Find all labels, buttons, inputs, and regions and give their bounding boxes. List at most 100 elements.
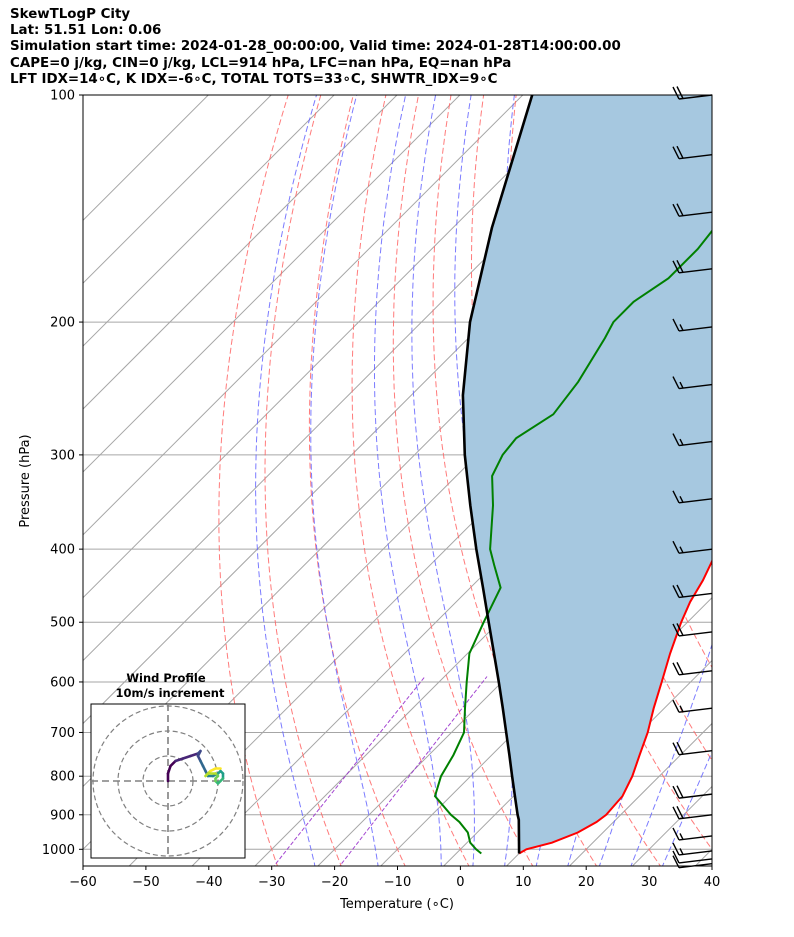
moist-adiabat-line xyxy=(411,95,475,866)
x-tick-label: 20 xyxy=(578,875,595,890)
wind-barb-half xyxy=(679,381,684,389)
x-tick-label: −20 xyxy=(321,875,348,890)
wind-barb-staff xyxy=(678,670,713,676)
wind-barb-half xyxy=(679,705,684,712)
location-line: Lat: 51.51 Lon: 0.06 xyxy=(10,23,162,39)
chart-header: SkewTLogP City Lat: 51.51 Lon: 0.06 Simu… xyxy=(10,7,621,88)
x-axis-label: Temperature (∘C) xyxy=(339,897,454,912)
y-tick-label: 500 xyxy=(50,616,75,631)
x-tick-label: −10 xyxy=(384,875,411,890)
isotherm-line xyxy=(83,95,461,473)
dry-adiabat-line xyxy=(308,95,406,866)
wind-barb xyxy=(672,145,713,160)
wind-barb-flag xyxy=(676,203,684,216)
wind-barb xyxy=(672,490,713,504)
wind-barb-flag xyxy=(676,741,684,755)
wind-barb-staff xyxy=(678,814,713,820)
dry-adiabat-line xyxy=(264,95,342,866)
indices-line: LFT IDX=14∘C, K IDX=-6∘C, TOTAL TOTS=33∘… xyxy=(10,71,498,87)
y-tick-label: 900 xyxy=(50,808,75,823)
dry-adiabat-line xyxy=(744,95,794,868)
x-tick-label: 10 xyxy=(515,875,532,890)
wind-barb xyxy=(672,203,713,217)
wind-barb-flag xyxy=(672,86,680,100)
isotherm-line xyxy=(83,95,272,284)
x-tick-label: −60 xyxy=(69,875,96,890)
wind-barb xyxy=(672,850,713,864)
mixing-ratio-line xyxy=(339,676,488,866)
moist-adiabat-line xyxy=(374,95,442,866)
wind-barb-staff xyxy=(678,94,713,100)
wind-barb-half xyxy=(679,546,684,553)
wind-barb xyxy=(672,623,713,637)
wind-barb-staff xyxy=(678,850,713,856)
wind-barb-staff xyxy=(678,440,713,447)
isotherm-line xyxy=(83,95,524,536)
wind-barb xyxy=(672,318,713,332)
hodograph-title: Wind Profile xyxy=(126,671,206,685)
wind-barb-staff xyxy=(678,383,713,390)
wind-barb-flag xyxy=(672,827,680,841)
wind-barb-flag xyxy=(672,742,680,755)
wind-barb-flag xyxy=(672,203,680,217)
dry-adiabat-line xyxy=(711,95,712,110)
wind-barb-flag xyxy=(676,86,684,99)
wind-barb-flag xyxy=(672,376,680,389)
cape-cin-shading xyxy=(462,95,712,854)
y-tick-label: 200 xyxy=(50,316,75,331)
chart-title: SkewTLogP City xyxy=(10,7,131,22)
stability-line: CAPE=0 j/kg, CIN=0 j/kg, LCL=914 hPa, LF… xyxy=(10,55,512,71)
wind-barb-half xyxy=(679,848,684,855)
y-tick-label: 100 xyxy=(50,89,75,104)
y-tick-label: 600 xyxy=(50,675,75,690)
wind-barb-staff xyxy=(678,835,713,841)
wind-barb-staff xyxy=(678,498,713,504)
wind-barb-flag xyxy=(672,850,680,864)
wind-barb-flag xyxy=(676,623,684,636)
wind-barb-flag xyxy=(672,585,680,598)
wind-barb-flag xyxy=(672,490,680,504)
wind-barb-half xyxy=(679,833,684,840)
wind-barb-flag xyxy=(676,260,684,273)
wind-barb-flag xyxy=(676,805,684,819)
wind-barb xyxy=(672,260,713,274)
wind-barb xyxy=(672,827,713,841)
wind-barb-staff xyxy=(678,749,713,756)
wind-barb-flag xyxy=(672,318,680,332)
wind-barb-flag xyxy=(672,623,680,637)
wind-barb xyxy=(672,741,713,756)
wind-barb-staff xyxy=(678,592,713,599)
y-axis-label: Pressure (hPa) xyxy=(18,434,33,527)
wind-barb-flag xyxy=(672,260,680,274)
x-tick-label: −40 xyxy=(195,875,222,890)
wind-barb-staff xyxy=(678,631,713,637)
wind-barb-staff xyxy=(678,326,713,332)
wind-barb-half xyxy=(679,495,684,503)
dry-adiabat-line xyxy=(392,95,534,866)
wind-barb xyxy=(672,842,713,856)
wind-barb xyxy=(672,433,713,447)
hodograph: Wind Profile 10m/s increment xyxy=(90,671,246,859)
wind-barb-flag xyxy=(672,433,680,446)
wind-barb xyxy=(672,376,713,390)
wind-barb-staff xyxy=(678,154,713,160)
wind-barb xyxy=(672,86,713,100)
wind-barb-flag xyxy=(676,785,684,798)
dry-adiabat-line xyxy=(777,95,794,868)
y-tick-label: 1000 xyxy=(42,843,75,858)
x-tick-label: 30 xyxy=(641,875,658,890)
temperature-profile xyxy=(518,558,712,855)
dry-adiabat-line xyxy=(218,95,289,866)
dewpoint-profile xyxy=(433,229,712,855)
wind-barb-half xyxy=(679,438,684,446)
moist-adiabat-line xyxy=(661,750,712,866)
wind-barb xyxy=(672,699,713,713)
wind-barb-flag xyxy=(672,806,680,820)
wind-barb-flag xyxy=(672,855,680,869)
wind-barb-flag xyxy=(672,785,680,799)
hodograph-subtitle: 10m/s increment xyxy=(116,686,225,700)
wind-barb-staff xyxy=(678,548,713,554)
moist-adiabat-line xyxy=(310,95,379,866)
wind-barb-flag xyxy=(672,662,680,676)
wind-barb-flag xyxy=(672,842,680,856)
